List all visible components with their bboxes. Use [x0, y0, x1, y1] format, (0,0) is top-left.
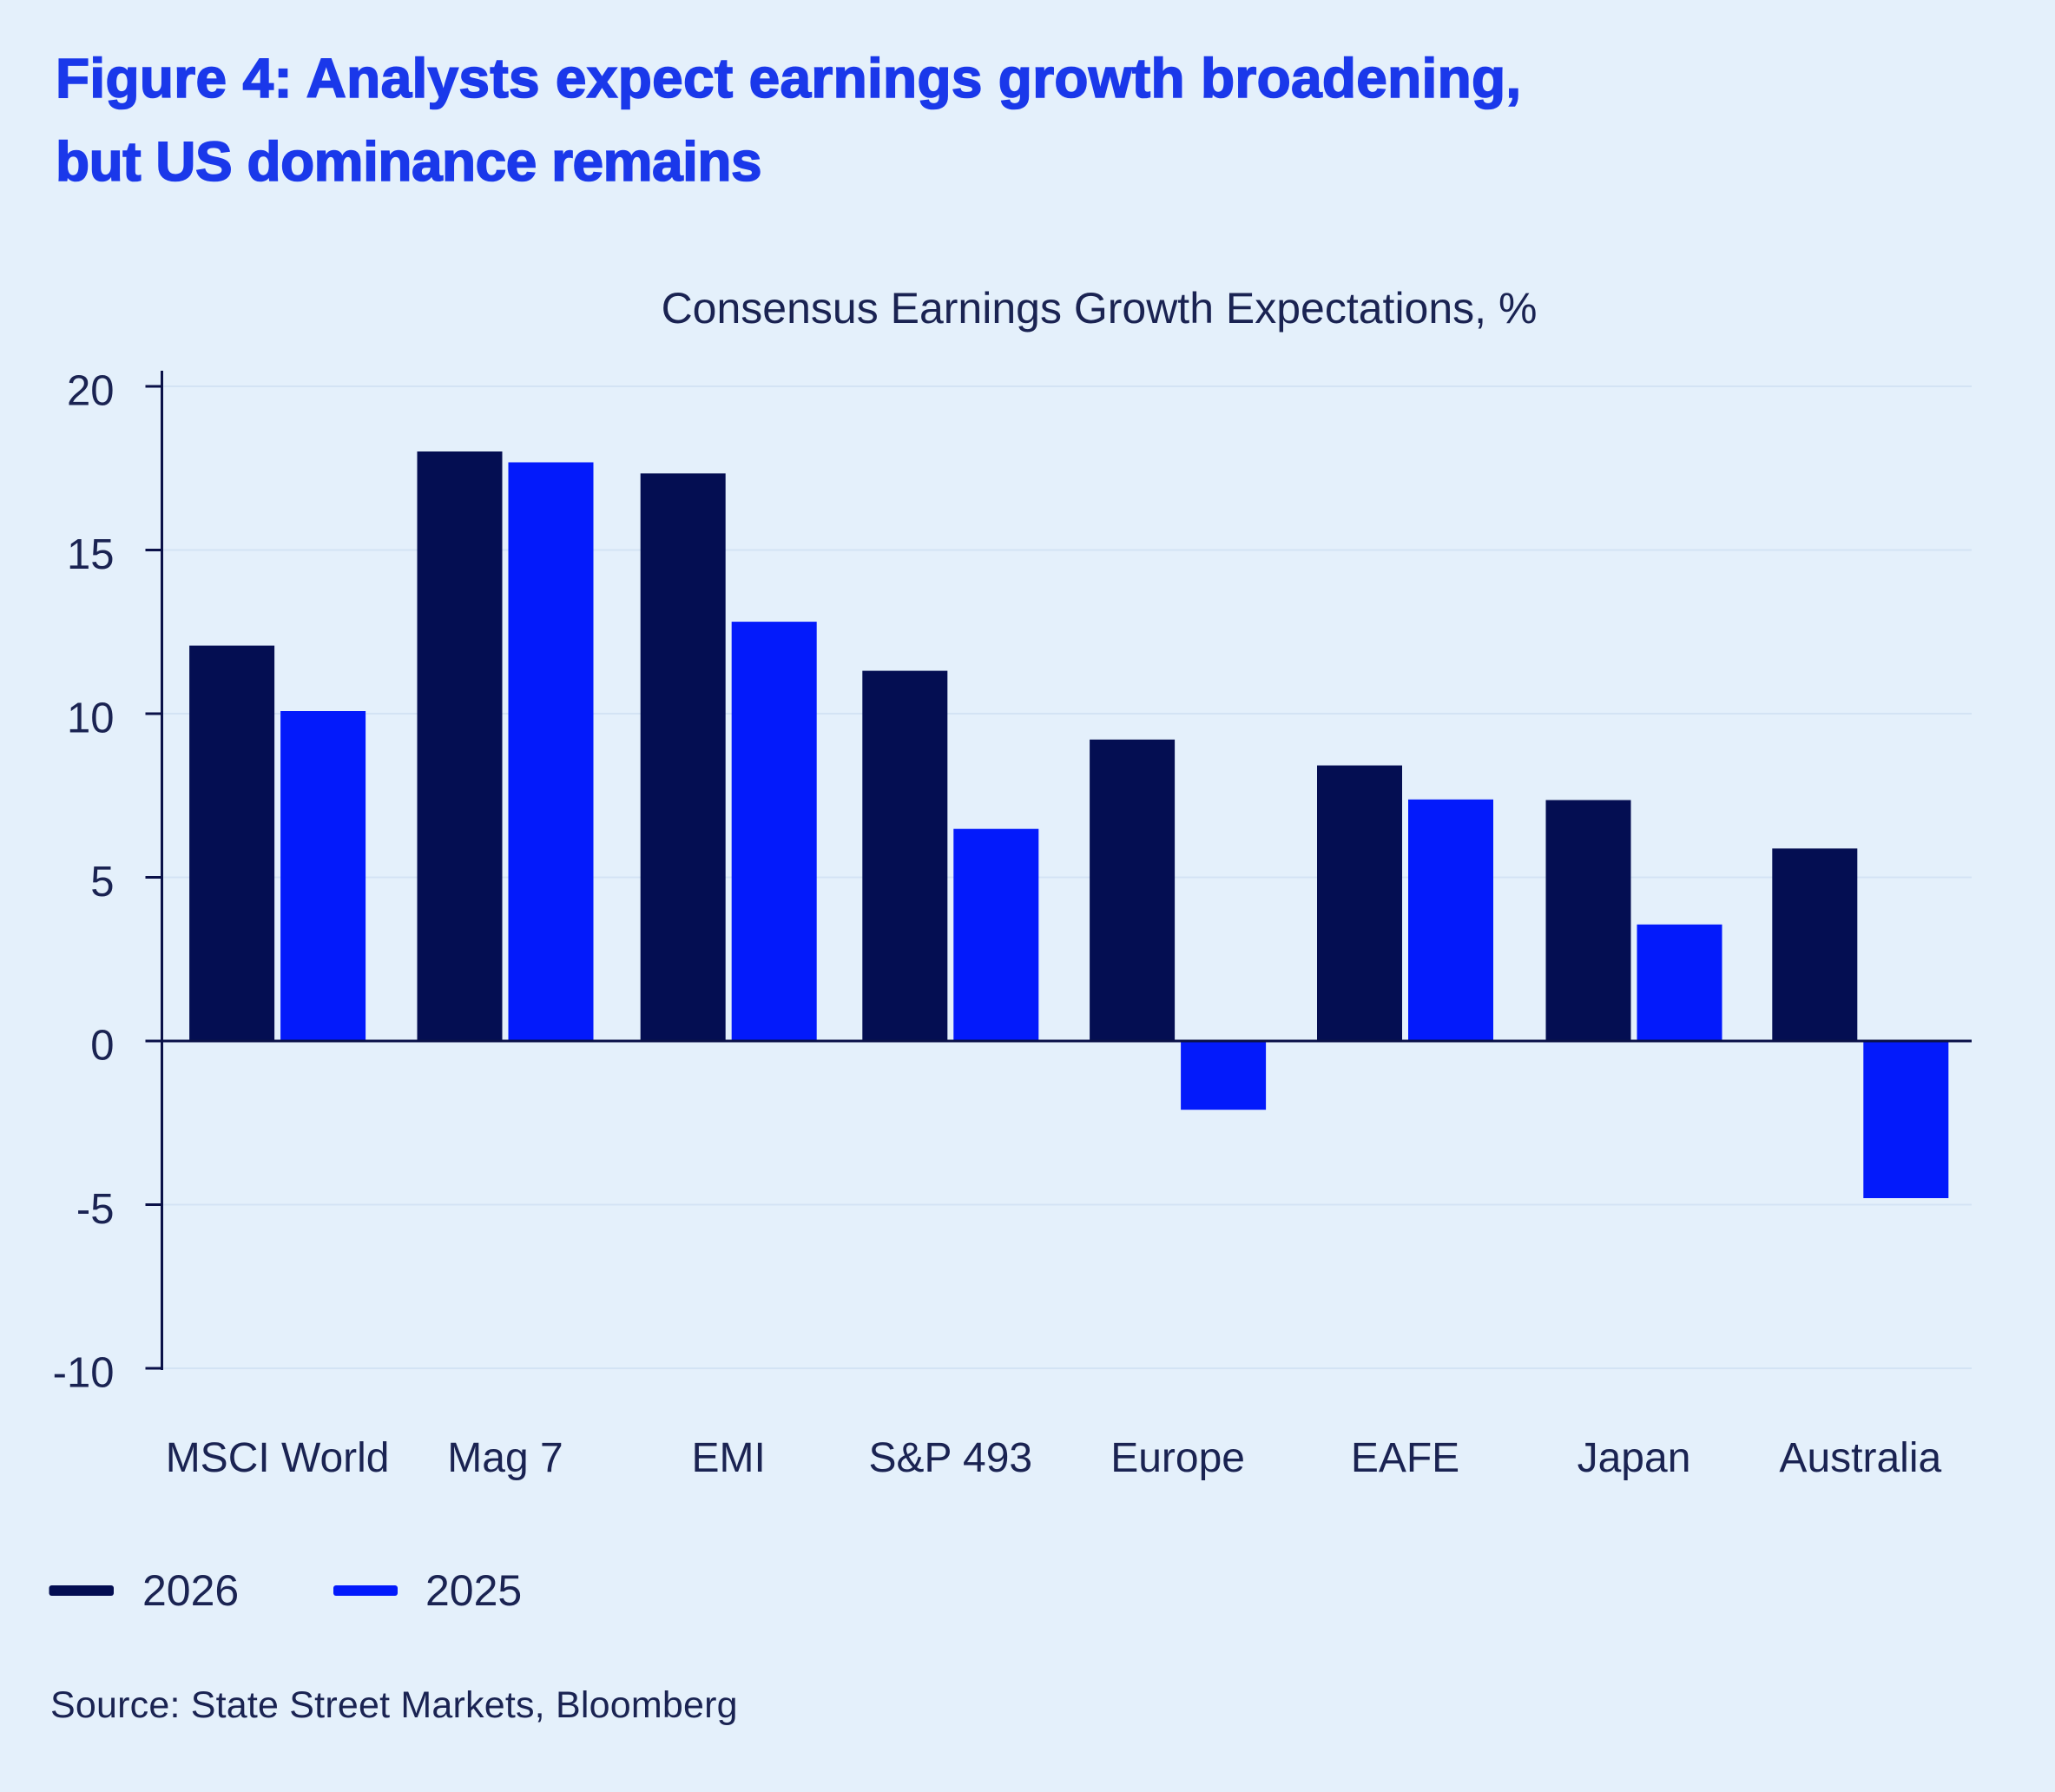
svg-text:-10: -10: [53, 1350, 115, 1397]
svg-text:15: 15: [67, 531, 115, 578]
svg-text:10: 10: [67, 695, 115, 742]
svg-text:EAFE: EAFE: [1351, 1435, 1459, 1481]
svg-text:5: 5: [90, 859, 114, 906]
svg-text:S&P 493: S&P 493: [868, 1435, 1032, 1481]
svg-text:Japan: Japan: [1577, 1435, 1691, 1481]
svg-text:Figure 4: Analysts expect earn: Figure 4: Analysts expect earnings growt…: [56, 47, 1522, 109]
svg-text:Consensus Earnings Growth Expe: Consensus Earnings Growth Expectations, …: [662, 284, 1538, 333]
svg-text:-5: -5: [76, 1186, 115, 1233]
svg-text:Mag 7: Mag 7: [447, 1435, 563, 1481]
svg-text:MSCI World: MSCI World: [166, 1435, 390, 1481]
svg-text:but US dominance remains: but US dominance remains: [56, 130, 761, 193]
svg-text:Australia: Australia: [1779, 1435, 1941, 1481]
svg-text:Source: State Street Markets,: Source: State Street Markets, Bloomberg: [50, 1684, 738, 1726]
svg-text:Europe: Europe: [1110, 1435, 1245, 1481]
svg-text:20: 20: [67, 368, 115, 415]
svg-text:0: 0: [90, 1023, 114, 1070]
svg-text:2026: 2026: [142, 1566, 239, 1615]
svg-text:EMI: EMI: [692, 1435, 766, 1481]
svg-text:2025: 2025: [425, 1566, 522, 1615]
